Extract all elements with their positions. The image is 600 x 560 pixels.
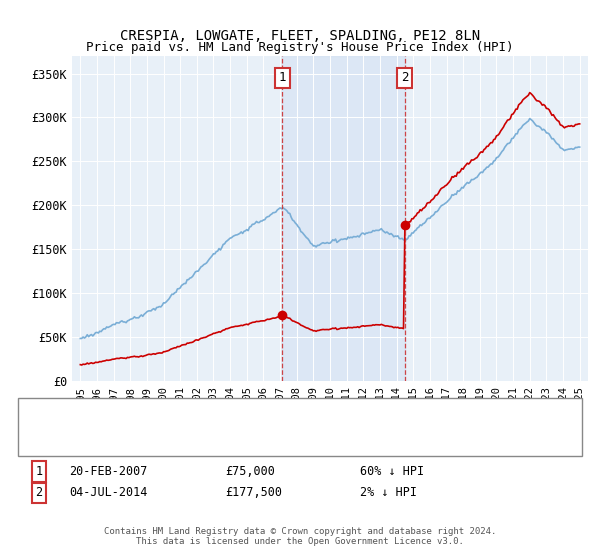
- Text: 2: 2: [35, 486, 43, 500]
- Text: 60% ↓ HPI: 60% ↓ HPI: [360, 465, 424, 478]
- Text: Contains HM Land Registry data © Crown copyright and database right 2024.
This d: Contains HM Land Registry data © Crown c…: [104, 526, 496, 546]
- Text: £75,000: £75,000: [225, 465, 275, 478]
- Text: CRESPIA, LOWGATE, FLEET, SPALDING, PE12 8LN (detached house): CRESPIA, LOWGATE, FLEET, SPALDING, PE12 …: [78, 409, 453, 419]
- Text: 2: 2: [401, 72, 409, 85]
- Text: ——: ——: [36, 427, 53, 441]
- Text: ——: ——: [36, 408, 53, 422]
- Text: 2% ↓ HPI: 2% ↓ HPI: [360, 486, 417, 500]
- Text: £177,500: £177,500: [225, 486, 282, 500]
- Text: HPI: Average price, detached house, South Holland: HPI: Average price, detached house, Sout…: [78, 429, 384, 439]
- Text: Price paid vs. HM Land Registry's House Price Index (HPI): Price paid vs. HM Land Registry's House …: [86, 41, 514, 54]
- Text: 04-JUL-2014: 04-JUL-2014: [69, 486, 148, 500]
- Text: 1: 1: [278, 72, 286, 85]
- Text: 20-FEB-2007: 20-FEB-2007: [69, 465, 148, 478]
- Text: 1: 1: [35, 465, 43, 478]
- Text: CRESPIA, LOWGATE, FLEET, SPALDING, PE12 8LN: CRESPIA, LOWGATE, FLEET, SPALDING, PE12 …: [120, 29, 480, 44]
- Bar: [282, 56, 405, 381]
